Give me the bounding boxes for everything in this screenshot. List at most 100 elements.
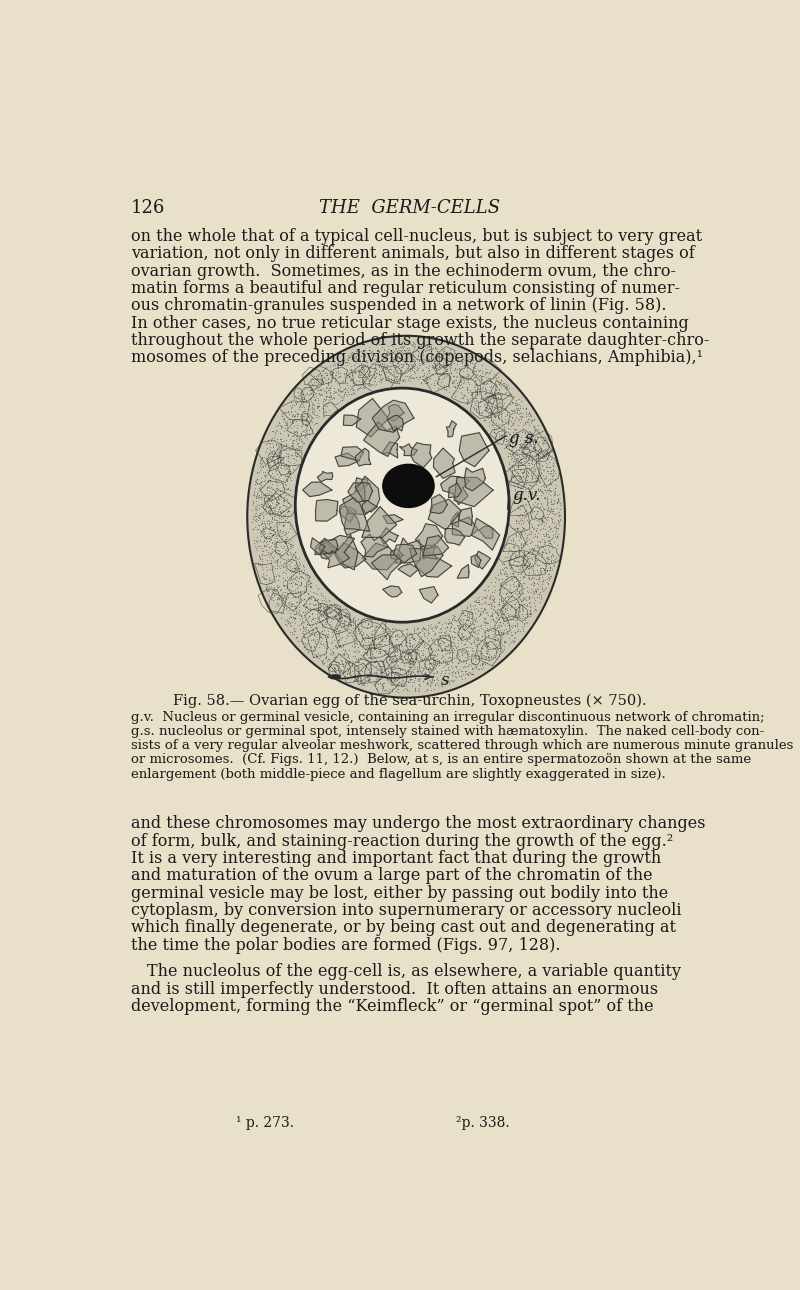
- Point: [301, 408, 314, 428]
- Point: [261, 511, 274, 531]
- Point: [514, 566, 526, 587]
- Point: [308, 644, 321, 664]
- Point: [526, 463, 539, 484]
- Point: [513, 582, 526, 602]
- Point: [435, 631, 448, 651]
- Point: [414, 355, 426, 375]
- Point: [506, 632, 519, 653]
- Point: [284, 614, 297, 635]
- Point: [288, 580, 301, 601]
- Point: [434, 630, 447, 650]
- Point: [462, 392, 474, 413]
- Point: [485, 646, 498, 667]
- Point: [333, 624, 346, 645]
- Point: [491, 390, 504, 410]
- Point: [433, 611, 446, 632]
- Point: [454, 617, 466, 637]
- Point: [530, 502, 543, 522]
- Point: [453, 622, 466, 642]
- Point: [296, 555, 309, 575]
- Point: [455, 641, 468, 662]
- Point: [535, 481, 548, 502]
- Point: [542, 524, 555, 544]
- Point: [319, 356, 332, 377]
- Point: [508, 622, 521, 642]
- Point: [289, 455, 302, 476]
- Point: [506, 413, 519, 433]
- Point: [382, 369, 394, 390]
- Point: [278, 504, 291, 525]
- Point: [481, 362, 494, 383]
- Point: [304, 592, 317, 613]
- Point: [538, 430, 551, 450]
- Point: [270, 551, 283, 571]
- Point: [478, 587, 491, 608]
- Point: [434, 626, 446, 646]
- Point: [288, 569, 301, 590]
- Point: [487, 596, 500, 617]
- Point: [440, 672, 453, 693]
- Point: [318, 606, 330, 627]
- Point: [498, 609, 510, 630]
- Point: [350, 341, 363, 361]
- Point: [395, 356, 408, 377]
- Point: [411, 660, 424, 681]
- Point: [539, 547, 552, 568]
- Point: [285, 401, 298, 422]
- Point: [364, 369, 377, 390]
- Point: [470, 635, 483, 655]
- Point: [401, 623, 414, 644]
- Point: [287, 568, 300, 588]
- Point: [524, 431, 537, 451]
- Point: [534, 485, 547, 506]
- Point: [413, 342, 426, 362]
- Point: [521, 548, 534, 569]
- Point: [521, 436, 534, 457]
- Point: [496, 402, 509, 423]
- Point: [278, 477, 290, 498]
- Point: [249, 472, 262, 493]
- Point: [550, 547, 562, 568]
- Point: [274, 522, 286, 543]
- Point: [311, 396, 324, 417]
- Point: [499, 547, 512, 568]
- Point: [434, 364, 447, 384]
- Point: [509, 419, 522, 440]
- Point: [471, 646, 484, 667]
- Point: [553, 490, 566, 511]
- Point: [319, 624, 332, 645]
- Point: [393, 635, 406, 655]
- Point: [527, 437, 540, 458]
- Point: [348, 609, 361, 630]
- Point: [403, 357, 416, 378]
- Point: [498, 562, 510, 583]
- Point: [478, 608, 490, 628]
- Point: [528, 461, 541, 481]
- Point: [370, 350, 382, 370]
- Point: [453, 362, 466, 383]
- Point: [450, 381, 463, 401]
- Point: [275, 454, 288, 475]
- Point: [541, 571, 554, 592]
- Point: [507, 442, 520, 463]
- Point: [485, 605, 498, 626]
- Point: [347, 606, 360, 627]
- Point: [302, 406, 314, 427]
- Point: [329, 364, 342, 384]
- Point: [471, 397, 484, 418]
- Point: [407, 666, 420, 686]
- Point: [413, 355, 426, 375]
- Point: [366, 626, 378, 646]
- Point: [345, 375, 358, 396]
- Point: [311, 379, 324, 400]
- Point: [331, 599, 344, 619]
- Point: [308, 636, 321, 657]
- Point: [312, 608, 325, 628]
- Point: [454, 610, 467, 631]
- Point: [326, 362, 338, 383]
- Point: [326, 641, 339, 662]
- Point: [274, 604, 287, 624]
- Polygon shape: [344, 510, 360, 535]
- Point: [368, 372, 381, 392]
- Point: [277, 507, 290, 528]
